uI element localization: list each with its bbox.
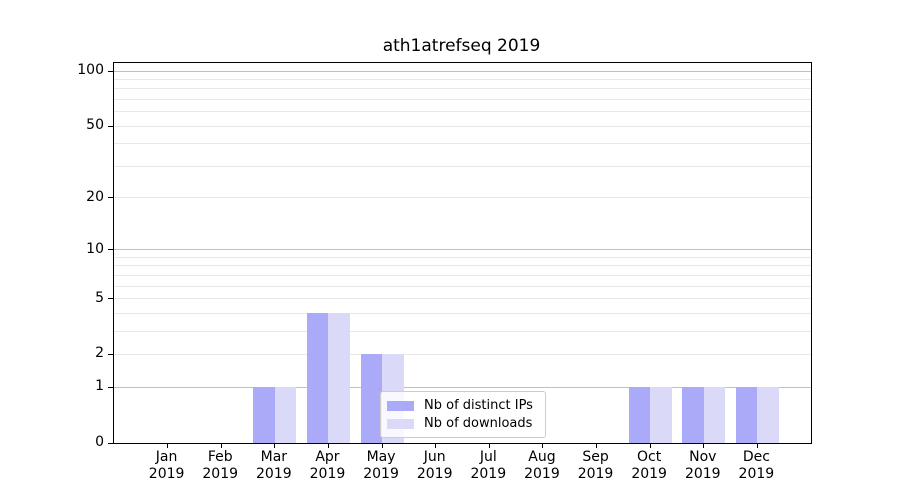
- x-tick-label-sep: Sep 2019: [577, 449, 614, 482]
- minor-gridline: [114, 111, 811, 113]
- x-tick-mark: [220, 443, 222, 448]
- bar-mar-distinct-ips: [253, 387, 275, 443]
- bar-oct-distinct-ips: [628, 387, 651, 443]
- major-gridline: [114, 70, 811, 72]
- x-tick-mark: [488, 443, 490, 448]
- x-tick-mark: [756, 443, 758, 448]
- minor-gridline: [114, 265, 811, 267]
- minor-gridline: [114, 88, 811, 90]
- y-tick-label: 2: [95, 345, 104, 362]
- x-tick-label-dec: Dec 2019: [738, 449, 775, 482]
- x-tick-mark: [435, 443, 437, 448]
- bar-nov-downloads: [703, 387, 726, 443]
- x-tick-mark: [649, 443, 651, 448]
- y-tick-mark: [108, 249, 113, 251]
- y-tick-label: 10: [86, 240, 104, 257]
- y-tick-mark: [108, 197, 113, 199]
- minor-gridline: [114, 274, 811, 276]
- minor-gridline: [114, 256, 811, 258]
- minor-gridline: [114, 125, 811, 127]
- minor-gridline: [114, 165, 811, 167]
- x-tick-label-nov: Nov 2019: [684, 449, 721, 482]
- x-tick-label-feb: Feb 2019: [202, 449, 239, 482]
- minor-gridline: [114, 330, 811, 332]
- minor-gridline: [114, 312, 811, 314]
- y-tick-mark: [108, 70, 113, 72]
- y-tick-label: 50: [86, 117, 104, 134]
- bar-oct-downloads: [650, 387, 672, 443]
- x-tick-mark: [703, 443, 705, 448]
- bar-may-distinct-ips: [360, 354, 383, 443]
- y-tick-mark: [108, 386, 113, 388]
- minor-gridline: [114, 197, 811, 199]
- x-tick-mark: [596, 443, 598, 448]
- y-tick-label: 0: [95, 434, 104, 450]
- x-tick-mark: [274, 443, 276, 448]
- x-tick-label-oct: Oct 2019: [631, 449, 667, 482]
- bar-dec-distinct-ips: [735, 387, 758, 443]
- bar-nov-distinct-ips: [682, 387, 704, 443]
- major-gridline: [114, 386, 811, 388]
- bar-apr-distinct-ips: [307, 313, 329, 443]
- x-tick-label-jan: Jan 2019: [148, 449, 185, 482]
- y-axis-tick-labels: 0 1 2 5 10 20 50 100: [0, 0, 104, 500]
- y-tick-label: 5: [95, 289, 104, 306]
- legend-item-distinct-ips: Nb of distinct IPs: [387, 398, 539, 413]
- minor-gridline: [114, 353, 811, 355]
- x-tick-label-jun: Jun 2019: [416, 449, 453, 482]
- x-tick-mark: [327, 443, 329, 448]
- x-tick-label-aug: Aug 2019: [524, 449, 560, 482]
- minor-gridline: [114, 98, 811, 100]
- legend-swatch-downloads: [387, 418, 414, 429]
- bar-mar-downloads: [274, 387, 297, 443]
- x-tick-label-mar: Mar 2019: [256, 449, 292, 482]
- x-tick-mark: [542, 443, 544, 448]
- minor-gridline: [114, 143, 811, 145]
- x-tick-mark: [381, 443, 383, 448]
- y-tick-mark: [108, 442, 113, 444]
- major-gridline: [114, 249, 811, 251]
- chart-title: ath1atrefseq 2019: [382, 36, 541, 56]
- y-tick-mark: [108, 125, 113, 127]
- minor-gridline: [114, 285, 811, 287]
- y-tick-mark: [108, 353, 113, 355]
- legend-label-distinct-ips: Nb of distinct IPs: [424, 398, 533, 413]
- legend-swatch-distinct-ips: [387, 400, 414, 411]
- y-tick-label: 100: [77, 62, 104, 78]
- bar-dec-downloads: [757, 387, 779, 443]
- x-tick-label-may: May 2019: [363, 449, 399, 482]
- plot-area: [108, 62, 812, 448]
- y-tick-label: 20: [86, 188, 104, 205]
- y-tick-label: 1: [95, 378, 104, 395]
- y-tick-mark: [108, 298, 113, 300]
- legend-item-downloads: Nb of downloads: [387, 416, 539, 431]
- x-tick-label-jul: Jul 2019: [470, 449, 507, 482]
- legend: Nb of distinct IPs Nb of downloads: [380, 391, 546, 438]
- x-tick-mark: [167, 443, 169, 448]
- minor-gridline: [114, 298, 811, 300]
- legend-label-downloads: Nb of downloads: [424, 416, 533, 431]
- x-tick-label-apr: Apr 2019: [309, 449, 346, 482]
- bar-apr-downloads: [328, 313, 350, 443]
- minor-gridline: [114, 78, 811, 80]
